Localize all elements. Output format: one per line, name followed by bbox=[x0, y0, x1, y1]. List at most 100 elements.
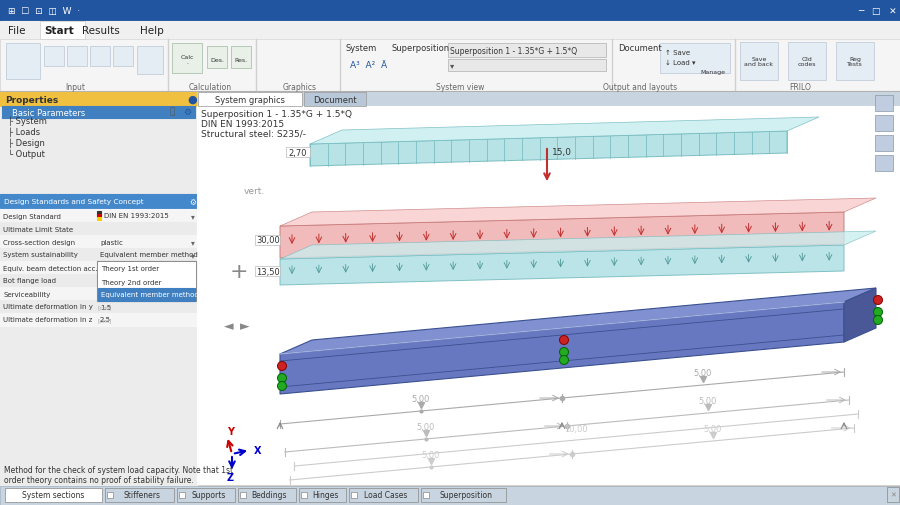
Bar bbox=[612, 40, 613, 92]
Text: Document: Document bbox=[618, 43, 662, 53]
Text: +: + bbox=[230, 262, 248, 281]
Bar bbox=[301, 492, 307, 498]
Bar bbox=[44, 47, 64, 67]
Text: 5,00: 5,00 bbox=[421, 450, 440, 459]
Text: ►: ► bbox=[240, 320, 249, 333]
Text: ▾: ▾ bbox=[191, 237, 195, 246]
Text: Help: Help bbox=[140, 26, 164, 36]
Text: Document: Document bbox=[313, 95, 356, 105]
Text: Basic Parameters: Basic Parameters bbox=[12, 108, 86, 117]
Text: Output and layouts: Output and layouts bbox=[603, 82, 677, 91]
Bar bbox=[172, 44, 202, 74]
Text: System: System bbox=[345, 43, 376, 53]
Bar bbox=[67, 47, 87, 67]
Polygon shape bbox=[280, 302, 844, 394]
Polygon shape bbox=[844, 288, 876, 342]
Bar bbox=[2, 107, 195, 119]
Bar bbox=[0, 22, 900, 40]
Bar bbox=[0, 455, 197, 505]
Text: ⊞  ☐  ⊡  ◫  W  ·: ⊞ ☐ ⊡ ◫ W · bbox=[8, 7, 80, 16]
Bar bbox=[97, 215, 101, 218]
Text: vert.: vert. bbox=[244, 187, 266, 196]
Bar bbox=[0, 0, 900, 22]
Text: ↑ Save: ↑ Save bbox=[665, 50, 690, 56]
Text: System sustainability: System sustainability bbox=[3, 252, 78, 258]
Text: Equivalent member method: Equivalent member method bbox=[100, 252, 198, 258]
Text: Cross-section design: Cross-section design bbox=[3, 239, 75, 245]
Bar bbox=[299, 488, 346, 502]
Bar bbox=[304, 93, 366, 107]
Text: 🔍: 🔍 bbox=[169, 107, 175, 116]
Text: +: + bbox=[845, 286, 863, 307]
Bar bbox=[0, 486, 900, 505]
Bar bbox=[0, 93, 197, 107]
Bar bbox=[197, 93, 900, 107]
Bar bbox=[207, 47, 227, 69]
Text: Load Cases: Load Cases bbox=[364, 490, 408, 499]
Text: Calculation: Calculation bbox=[188, 82, 231, 91]
Text: Method for the check of system load capacity. Note that 1st
order theory contain: Method for the check of system load capa… bbox=[4, 465, 233, 484]
Bar bbox=[0, 93, 197, 486]
Bar bbox=[106, 492, 112, 498]
Text: ─   □   ✕: ─ □ ✕ bbox=[858, 7, 896, 16]
Bar bbox=[198, 93, 302, 107]
Text: [cm]: [cm] bbox=[97, 305, 112, 310]
Circle shape bbox=[874, 296, 883, 305]
Circle shape bbox=[560, 356, 569, 365]
Text: 2.5: 2.5 bbox=[100, 317, 111, 323]
Polygon shape bbox=[280, 245, 844, 285]
Bar bbox=[197, 107, 900, 484]
Bar bbox=[0, 300, 197, 314]
Bar bbox=[0, 314, 197, 326]
Bar bbox=[735, 40, 736, 92]
Text: Ultimate deformation in z: Ultimate deformation in z bbox=[3, 317, 93, 323]
Bar bbox=[255, 267, 280, 276]
Text: Y: Y bbox=[227, 426, 234, 436]
Bar bbox=[231, 47, 251, 69]
Bar bbox=[97, 212, 101, 215]
Text: ├ System: ├ System bbox=[8, 116, 47, 126]
Text: ⚙: ⚙ bbox=[183, 107, 191, 116]
Bar bbox=[0, 248, 197, 262]
Text: ⚙: ⚙ bbox=[189, 197, 196, 206]
Bar bbox=[0, 235, 197, 248]
Bar bbox=[113, 47, 133, 67]
Text: ↓ Load ▾: ↓ Load ▾ bbox=[665, 60, 696, 66]
Text: A³  A²  Ã: A³ A² Ã bbox=[350, 61, 387, 69]
Text: 5,00: 5,00 bbox=[704, 424, 722, 433]
Bar bbox=[875, 96, 893, 112]
Polygon shape bbox=[310, 132, 787, 167]
Circle shape bbox=[874, 308, 883, 317]
Text: Theory 1st order: Theory 1st order bbox=[101, 266, 159, 272]
Text: ▾: ▾ bbox=[191, 250, 195, 260]
Bar bbox=[0, 40, 900, 92]
Text: 30,00: 30,00 bbox=[256, 236, 280, 245]
Bar bbox=[420, 488, 506, 502]
Text: 5,00: 5,00 bbox=[698, 396, 717, 405]
Text: Des.: Des. bbox=[210, 58, 224, 63]
Circle shape bbox=[560, 348, 569, 357]
Text: Equivalent member method: Equivalent member method bbox=[101, 292, 199, 298]
Bar bbox=[97, 262, 196, 301]
Text: 1.5: 1.5 bbox=[100, 304, 111, 310]
Bar bbox=[740, 43, 778, 81]
Text: 5,00: 5,00 bbox=[412, 394, 430, 403]
Text: Stiffeners: Stiffeners bbox=[123, 490, 160, 499]
Bar bbox=[0, 262, 197, 274]
Text: Res.: Res. bbox=[234, 58, 248, 63]
Text: ◄: ◄ bbox=[224, 320, 234, 333]
Text: 5,00: 5,00 bbox=[694, 368, 712, 377]
Text: ▾: ▾ bbox=[191, 212, 195, 221]
Bar bbox=[255, 235, 280, 245]
Bar bbox=[98, 263, 195, 275]
Text: DIN EN 1993:2015: DIN EN 1993:2015 bbox=[104, 213, 169, 219]
Polygon shape bbox=[280, 288, 876, 355]
Text: System sections: System sections bbox=[22, 490, 85, 499]
Bar bbox=[256, 40, 257, 92]
Bar bbox=[887, 487, 899, 502]
Text: FRILO: FRILO bbox=[789, 82, 811, 91]
Text: ▾: ▾ bbox=[450, 62, 454, 70]
Text: Calc
.: Calc . bbox=[180, 55, 194, 65]
Polygon shape bbox=[280, 198, 876, 227]
Circle shape bbox=[874, 316, 883, 325]
